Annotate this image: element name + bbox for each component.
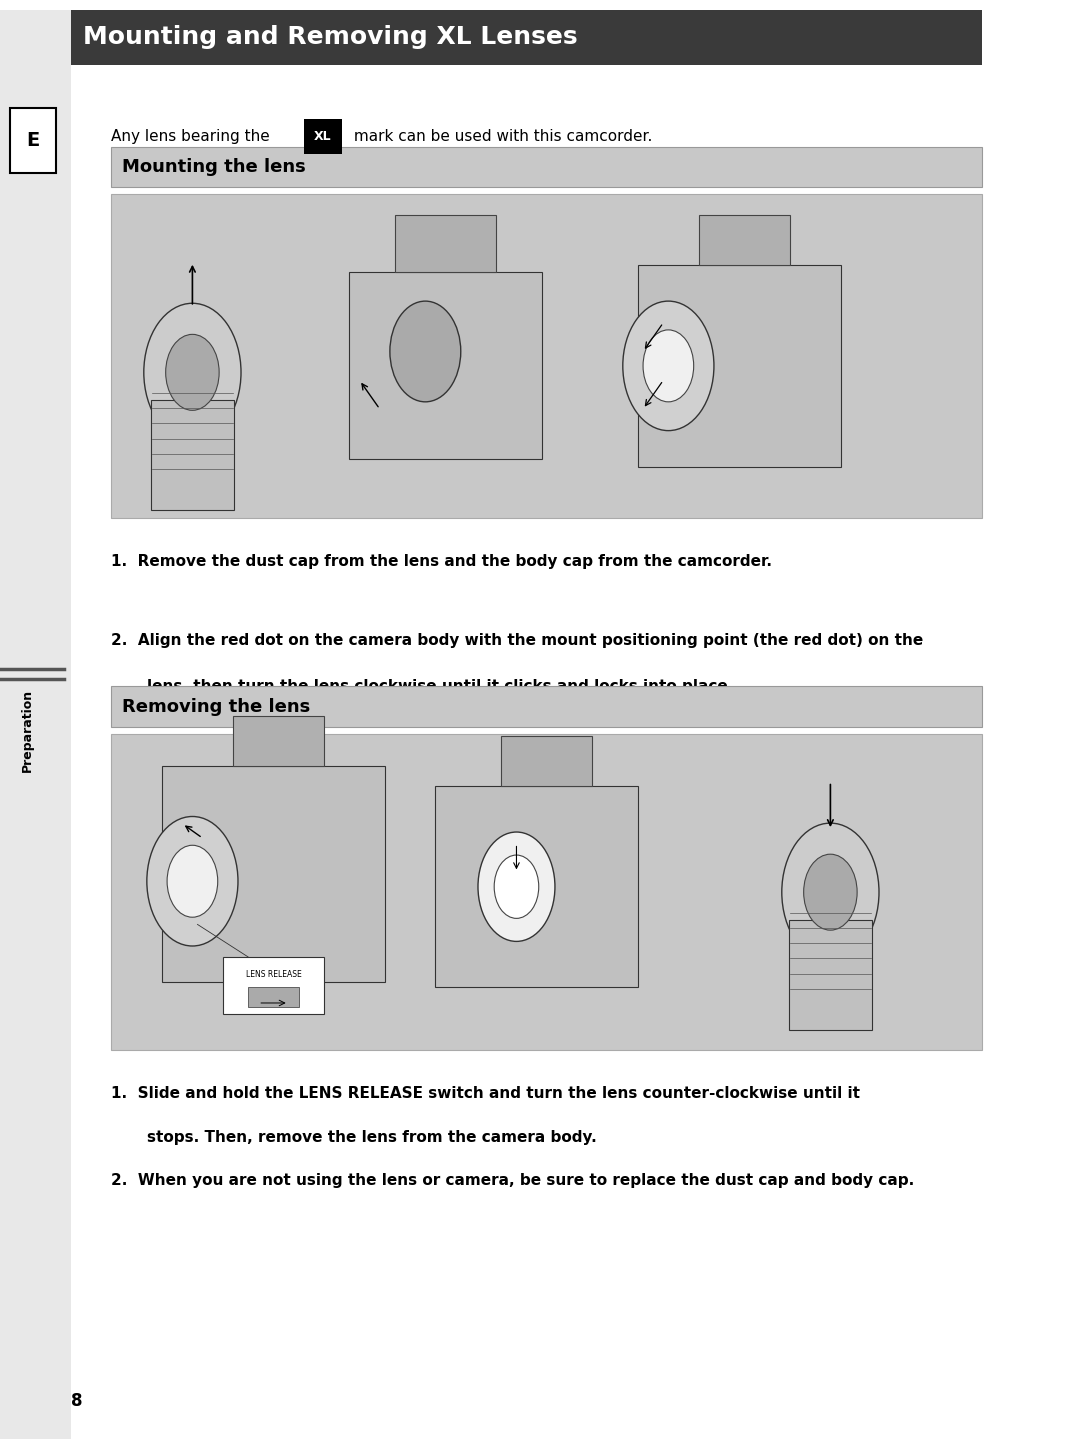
Bar [638,265,840,466]
Bar [222,957,324,1014]
Bar [111,194,983,518]
Text: stops. Then, remove the lens from the camera body.: stops. Then, remove the lens from the ca… [147,1130,596,1144]
Circle shape [167,845,218,917]
Bar [248,987,299,1007]
Bar [10,108,56,173]
Circle shape [390,301,461,401]
Text: 1.  Remove the dust cap from the lens and the body cap from the camcorder.: 1. Remove the dust cap from the lens and… [111,554,772,568]
Text: Preparation: Preparation [21,689,33,771]
Text: Mounting the lens: Mounting the lens [122,158,306,176]
Text: Any lens bearing the: Any lens bearing the [111,130,275,144]
Text: Mounting and Removing XL Lenses: Mounting and Removing XL Lenses [83,26,578,49]
Text: 8: 8 [71,1392,82,1410]
Circle shape [782,823,879,961]
Bar [111,147,983,187]
Bar [435,786,638,987]
Bar [789,920,872,1030]
Circle shape [643,330,693,401]
Text: 1.  Slide and hold the LENS RELEASE switch and turn the lens counter-clockwise u: 1. Slide and hold the LENS RELEASE switc… [111,1086,861,1101]
Bar [233,715,324,766]
Text: 2.  When you are not using the lens or camera, be sure to replace the dust cap a: 2. When you are not using the lens or ca… [111,1173,915,1187]
Bar [303,119,342,154]
Bar [111,686,983,727]
Bar [699,214,789,265]
Bar [789,920,872,1030]
Circle shape [495,855,539,918]
Circle shape [147,816,238,945]
Bar [0,10,71,1439]
Bar [111,734,983,1050]
Circle shape [478,832,555,941]
Bar [349,272,542,459]
Circle shape [804,855,858,930]
Bar [71,10,983,65]
Bar [151,400,233,511]
Text: mark can be used with this camcorder.: mark can be used with this camcorder. [349,130,652,144]
Bar [162,766,384,981]
Text: XL: XL [314,130,332,144]
Bar [0,0,1013,10]
Bar [395,214,496,272]
Circle shape [144,304,241,442]
Text: Removing the lens: Removing the lens [122,698,310,715]
Bar [501,735,593,786]
Bar [151,400,233,511]
Text: LENS RELEASE: LENS RELEASE [245,970,301,979]
Circle shape [623,301,714,430]
Circle shape [165,334,219,410]
Text: lens, then turn the lens clockwise until it clicks and locks into place.: lens, then turn the lens clockwise until… [147,679,733,694]
Text: E: E [26,131,40,150]
Text: 2.  Align the red dot on the camera body with the mount positioning point (the r: 2. Align the red dot on the camera body … [111,633,923,648]
